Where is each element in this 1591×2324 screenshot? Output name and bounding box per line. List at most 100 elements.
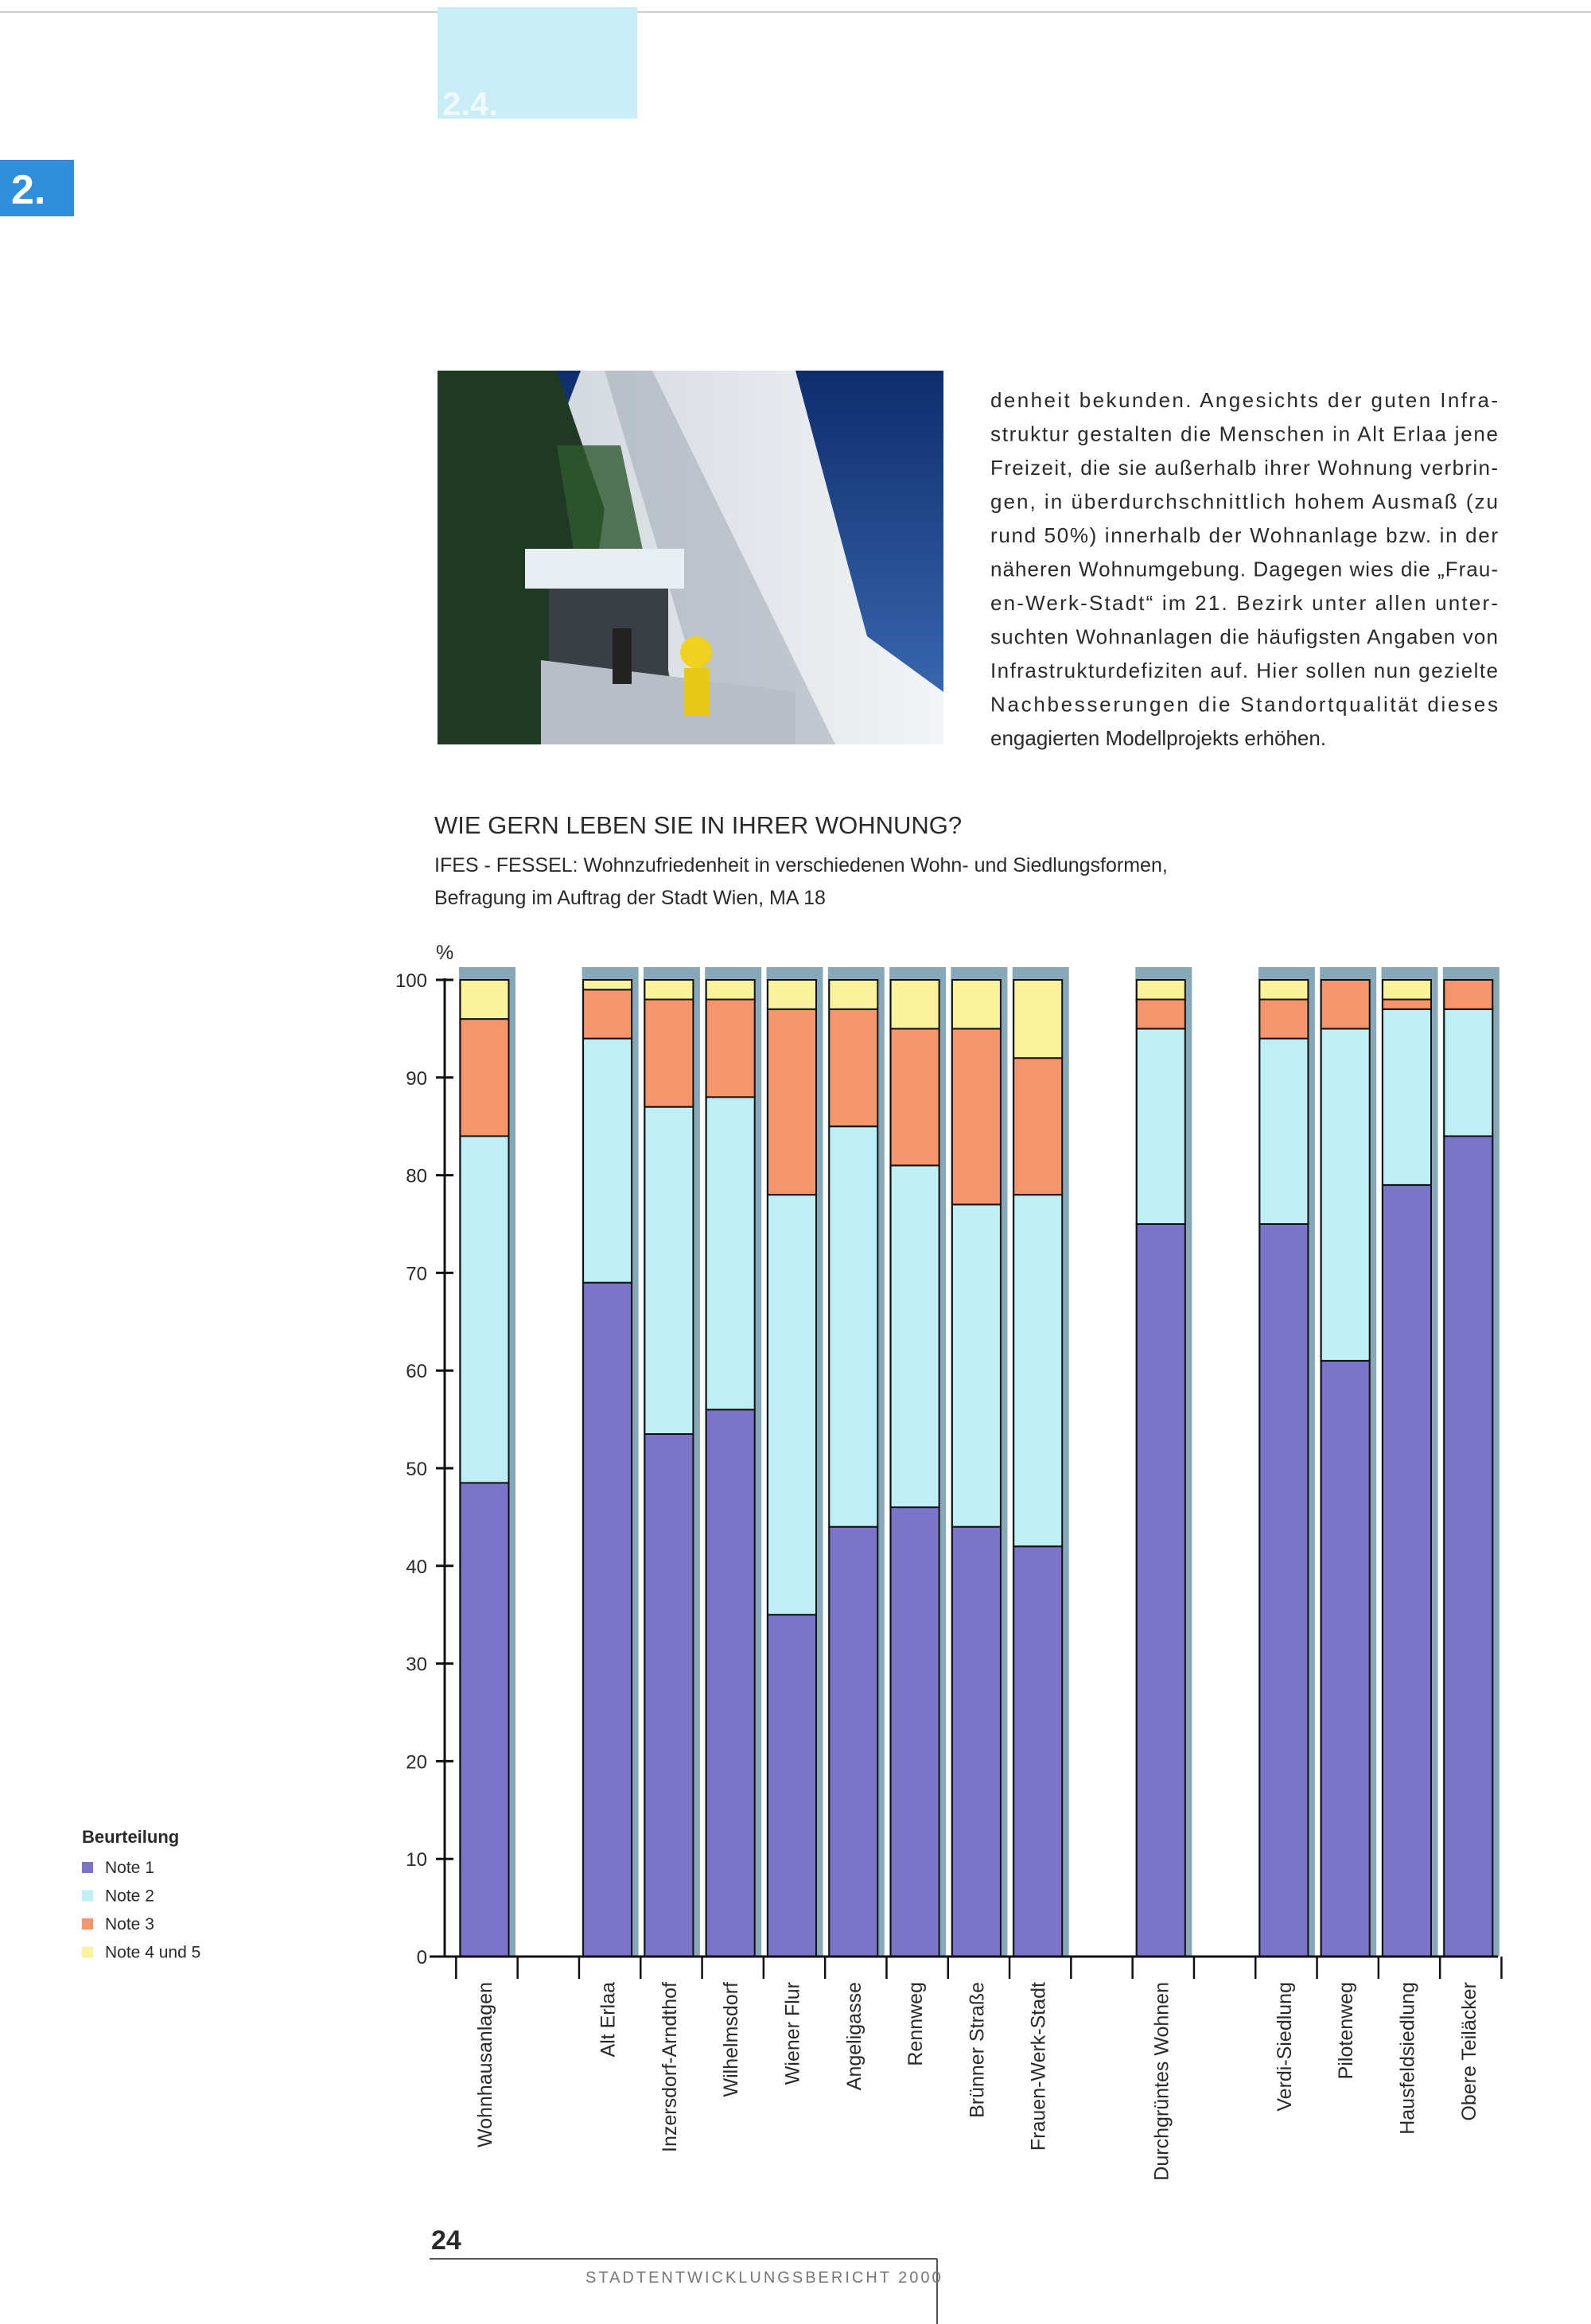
paragraph-line: rund 50%) innerhalb der Wohnanlage bzw. …: [990, 523, 1498, 547]
bar-segment: [705, 1409, 756, 1957]
bar-segment: [459, 1135, 510, 1484]
bar-segment: [1320, 1359, 1371, 1958]
bar-segment: [1382, 998, 1432, 1010]
x-tick-label: Wohnhausanlagen: [474, 1982, 496, 2147]
bar-segment: [1382, 1183, 1432, 1957]
legend-swatch: [82, 1890, 93, 1902]
y-tick-label: 30: [406, 1654, 427, 1676]
bar-segment: [951, 1525, 1002, 1958]
bar-segment: [1258, 1037, 1309, 1226]
bar-segment: [767, 979, 817, 1010]
paragraph-line: engagierten Modellprojekts erhöhen.: [990, 726, 1326, 750]
x-tick-label: Obere Teiläcker: [1458, 1982, 1480, 2121]
legend-label: Note 3: [105, 1915, 154, 1933]
y-tick-label: 0: [417, 1947, 427, 1968]
x-tick-label: Durchgrüntes Wohnen: [1150, 1982, 1173, 2181]
bar-segment: [1258, 979, 1309, 1001]
bar-segment: [828, 1008, 879, 1128]
x-tick-label: Rennweg: [904, 1982, 927, 2066]
paragraph-line: denheit bekunden. Angesichts der guten I…: [990, 388, 1498, 412]
bar-segment: [1013, 1057, 1064, 1196]
bar-segment: [582, 979, 633, 991]
legend-swatch: [82, 1946, 93, 1958]
bar-segment: [1258, 1223, 1309, 1957]
y-tick-label: 60: [406, 1361, 427, 1382]
bar-segment: [889, 979, 940, 1030]
y-tick-label: 10: [406, 1849, 427, 1871]
legend-swatch: [82, 1918, 93, 1930]
bar-segment: [1135, 1223, 1186, 1957]
bar-segment: [828, 979, 879, 1010]
bar-segment: [1320, 1028, 1371, 1362]
x-tick-label: Verdi-Siedlung: [1274, 1982, 1296, 2112]
x-tick-label: Inzersdorf-Arndthof: [659, 1982, 681, 2152]
bar-segment: [1013, 1194, 1064, 1548]
paragraph-line: en-Werk-Stadt“ im 21. Bezirk unter allen…: [990, 591, 1498, 615]
photo: [438, 371, 943, 744]
chart-subtitle: IFES - FESSEL: Wohnzufriedenheit in vers…: [434, 854, 1168, 876]
x-tick-label: Frauen-Werk-Stadt: [1028, 1982, 1050, 2151]
y-tick-label: 20: [406, 1751, 427, 1773]
bar-segment: [951, 979, 1002, 1030]
y-tick-label: 80: [406, 1166, 427, 1187]
paragraph-line: Infrastrukturdefiziten auf. Hier sollen …: [990, 659, 1498, 682]
bar-segment: [889, 1164, 940, 1509]
bar-segment: [1258, 998, 1309, 1040]
bar-segment: [705, 998, 756, 1098]
footer-title: STADTENTWICKLUNGSBERICHT 2000: [585, 2269, 943, 2287]
bar-segment: [1013, 1545, 1064, 1957]
bar-segment: [767, 1194, 817, 1616]
chart-subtitle: Befragung im Auftrag der Stadt Wien, MA …: [434, 887, 826, 909]
x-tick-label: Wilhelmsdorf: [720, 1982, 742, 2097]
bar-segment: [951, 1203, 1002, 1528]
bar-segment: [644, 998, 694, 1108]
bar-segment: [767, 1008, 817, 1196]
x-tick-label: Alt Erlaa: [597, 1982, 620, 2058]
legend-swatch: [82, 1862, 93, 1873]
y-tick-label: 40: [406, 1556, 427, 1578]
bar-segment: [1382, 1008, 1432, 1186]
bar-segment: [459, 1018, 510, 1137]
paragraph-line: Freizeit, die sie außerhalb ihrer Wohnun…: [990, 456, 1498, 480]
x-tick-label: Pilotenweg: [1335, 1982, 1357, 2079]
x-tick-label: Angeligasse: [843, 1982, 866, 2090]
bar-segment: [705, 1096, 756, 1411]
legend-title: Beurteilung: [82, 1827, 179, 1847]
bar-segment: [1135, 1028, 1186, 1226]
bar-segment: [1320, 979, 1371, 1030]
bar-segment: [459, 1482, 510, 1958]
bar-segment: [644, 1106, 694, 1436]
bar-segment: [1135, 998, 1186, 1030]
bar-segment: [459, 979, 510, 1020]
legend-label: Note 2: [105, 1887, 154, 1906]
bar-segment: [582, 989, 633, 1040]
bar-segment: [1382, 979, 1432, 1001]
bar-segment: [889, 1506, 940, 1957]
paragraph-line: Nachbesserungen die Standortqualität die…: [990, 693, 1498, 717]
subsection-number: 2.4.: [442, 85, 498, 122]
bar-segment: [828, 1525, 879, 1958]
page-number: 24: [431, 2225, 461, 2256]
x-tick-label: Hausfeldsiedlung: [1397, 1982, 1419, 2135]
subsection-box: [438, 7, 637, 119]
bar-segment: [767, 1614, 817, 1957]
y-tick-label: 50: [406, 1459, 427, 1480]
paragraph-line: suchten Wohnanlagen die häufigsten Angab…: [990, 625, 1498, 649]
bar-segment: [1135, 979, 1186, 1001]
paragraph-line: struktur gestalten die Menschen in Alt E…: [990, 422, 1498, 446]
x-tick-label: Brünner Straße: [966, 1982, 988, 2118]
bar-segment: [889, 1028, 940, 1167]
bar-segment: [1443, 1008, 1494, 1137]
y-tick-label: 100: [395, 970, 427, 992]
x-tick-label: Wiener Flur: [782, 1982, 804, 2085]
paragraph-line: näheren Wohnumgebung. Dagegen wies die „…: [990, 558, 1498, 581]
bar-segment: [644, 1433, 694, 1957]
bar-segment: [828, 1125, 879, 1528]
y-axis-unit: %: [436, 942, 453, 964]
paragraph-line: gen, in überdurchschnittlich hohem Ausma…: [990, 490, 1498, 514]
paragraph: denheit bekunden. Angesichts der guten I…: [990, 388, 1498, 750]
chart-title: WIE GERN LEBEN SIE IN IHRER WOHNUNG?: [434, 811, 962, 839]
bar-segment: [705, 979, 756, 1001]
